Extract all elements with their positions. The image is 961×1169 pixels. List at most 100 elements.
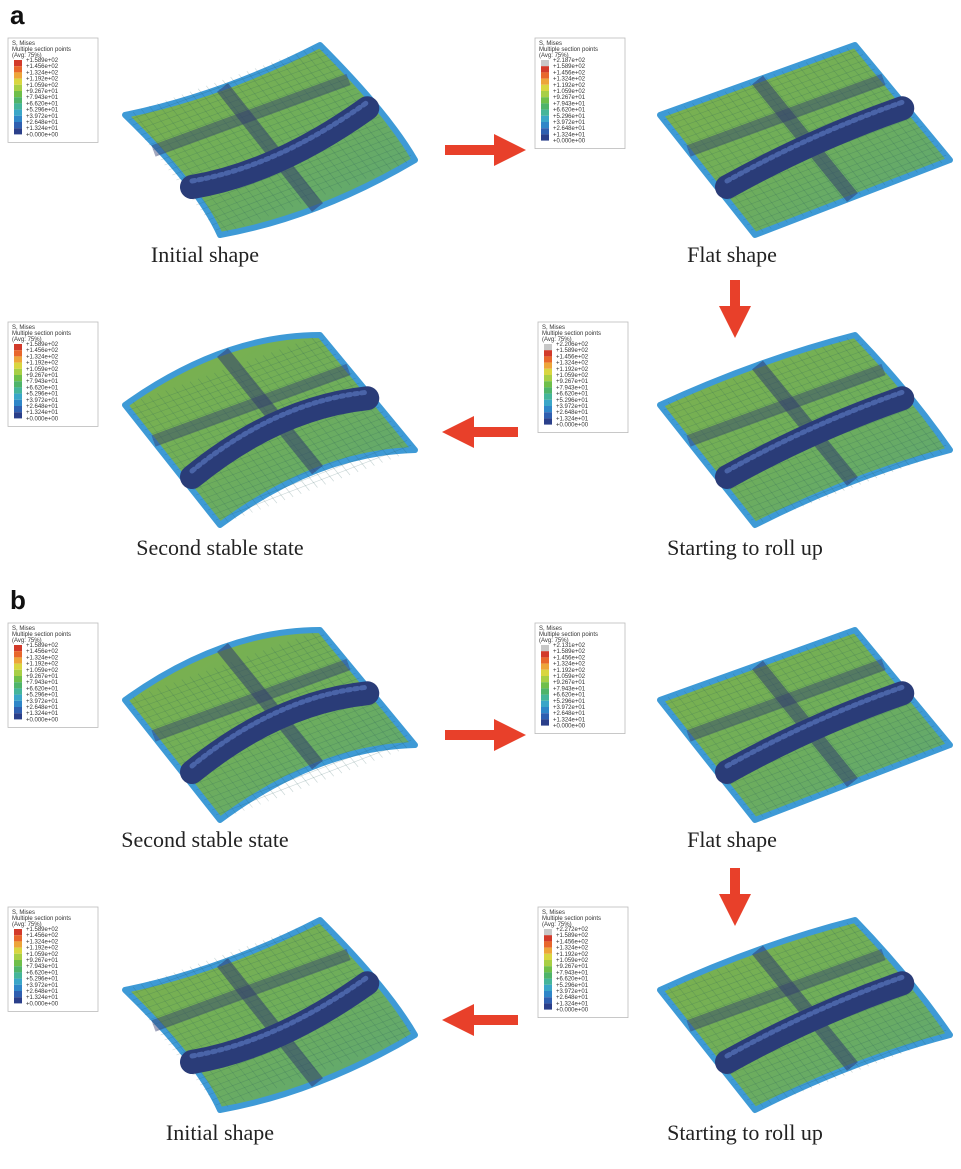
stress-legend: S, MisesMultiple section points(Avg: 75%… xyxy=(8,322,98,426)
legend-band xyxy=(541,79,549,85)
legend-value: +1.324e+02 xyxy=(26,354,59,360)
legend-value: +9.267e+01 xyxy=(556,379,589,385)
legend-value: +5.296e+01 xyxy=(26,693,59,699)
legend-band xyxy=(14,935,22,941)
legend-value: +0.000e+00 xyxy=(26,717,59,723)
legend-value: +1.589e+02 xyxy=(26,342,59,348)
fe-model xyxy=(660,335,950,525)
fe-model xyxy=(125,335,415,525)
legend-value: +1.059e+02 xyxy=(26,952,59,958)
legend-value: +1.456e+02 xyxy=(26,649,59,655)
legend-value: +5.296e+01 xyxy=(26,392,59,398)
legend-band xyxy=(14,412,22,418)
legend-value: +7.943e+01 xyxy=(556,970,589,976)
legend-value: +1.324e+01 xyxy=(26,410,59,416)
legend-value: +0.000e+00 xyxy=(556,1008,589,1014)
legend-band xyxy=(544,929,552,935)
fe-model xyxy=(125,630,415,820)
stress-legend: S, MisesMultiple section points(Avg: 75%… xyxy=(8,38,98,142)
legend-band xyxy=(14,701,22,707)
legend-value: +1.324e+01 xyxy=(553,132,586,138)
legend-value: +1.192e+02 xyxy=(26,361,59,367)
legend-band xyxy=(541,657,549,663)
step-caption: Second stable state xyxy=(136,535,303,560)
fe-model xyxy=(125,45,415,235)
legend-value: +1.324e+02 xyxy=(26,655,59,661)
step-caption: Initial shape xyxy=(151,242,259,267)
legend-band xyxy=(14,387,22,393)
legend-value: +5.296e+01 xyxy=(26,977,59,983)
legend-value: +1.324e+01 xyxy=(553,717,586,723)
legend-band xyxy=(541,682,549,688)
legend-band xyxy=(544,991,552,997)
stress-legend: S, MisesMultiple section points(Avg: 75%… xyxy=(535,38,625,149)
legend-value: +1.059e+02 xyxy=(26,83,59,89)
legend-band xyxy=(14,116,22,122)
legend-band xyxy=(544,375,552,381)
legend-band xyxy=(14,651,22,657)
legend-value: +9.267e+01 xyxy=(553,680,586,686)
legend-band xyxy=(14,985,22,991)
legend-value: +1.589e+02 xyxy=(553,649,586,655)
legend-value: +7.943e+01 xyxy=(26,379,59,385)
legend-band xyxy=(544,350,552,356)
legend-band xyxy=(14,381,22,387)
legend-band xyxy=(14,664,22,670)
legend-value: +1.324e+01 xyxy=(556,416,589,422)
legend-value: +6.620e+01 xyxy=(553,693,586,699)
legend-value: +3.972e+01 xyxy=(26,114,59,120)
legend-value: +1.589e+02 xyxy=(556,348,589,354)
legend-value: +7.943e+01 xyxy=(553,686,586,692)
legend-band xyxy=(541,122,549,128)
legend-value: +6.620e+01 xyxy=(26,970,59,976)
legend-band xyxy=(544,412,552,418)
stress-legend: S, MisesMultiple section points(Avg: 75%… xyxy=(8,907,98,1011)
legend-value: +1.456e+02 xyxy=(556,939,589,945)
legend-value: +6.620e+01 xyxy=(553,108,586,114)
legend-band xyxy=(544,394,552,400)
legend-value: +1.192e+02 xyxy=(556,952,589,958)
legend-band xyxy=(14,960,22,966)
legend-value: +1.589e+02 xyxy=(553,64,586,70)
legend-value: +1.059e+02 xyxy=(26,668,59,674)
legend-band xyxy=(14,707,22,713)
legend-value: +6.620e+01 xyxy=(26,686,59,692)
legend-band xyxy=(544,400,552,406)
legend-band xyxy=(544,960,552,966)
legend-value: +1.192e+02 xyxy=(26,77,59,83)
legend-band xyxy=(14,97,22,103)
legend-value: +1.456e+02 xyxy=(553,655,586,661)
legend-value: +3.972e+01 xyxy=(553,705,586,711)
legend-band xyxy=(14,966,22,972)
step-caption: Starting to roll up xyxy=(667,1120,823,1145)
legend-value: +1.324e+02 xyxy=(553,662,586,668)
legend-value: +1.456e+02 xyxy=(556,354,589,360)
fe-model xyxy=(660,45,950,235)
legend-value: +1.324e+01 xyxy=(26,995,59,1001)
legend-band xyxy=(544,979,552,985)
panel-label: b xyxy=(10,585,26,615)
legend-band xyxy=(14,110,22,116)
legend-value: +5.296e+01 xyxy=(553,114,586,120)
legend-band xyxy=(14,356,22,362)
legend-band xyxy=(544,369,552,375)
legend-band xyxy=(14,375,22,381)
panel-label: a xyxy=(10,0,25,30)
legend-band xyxy=(14,676,22,682)
legend-band xyxy=(14,350,22,356)
legend-band xyxy=(14,688,22,694)
legend-band xyxy=(14,122,22,128)
legend-value: +2.648e+01 xyxy=(26,989,59,995)
legend-band xyxy=(14,997,22,1003)
legend-value: +3.972e+01 xyxy=(553,120,586,126)
legend-value: +9.267e+01 xyxy=(26,958,59,964)
legend-band xyxy=(544,935,552,941)
legend-value: +7.943e+01 xyxy=(556,385,589,391)
legend-value: +0.000e+00 xyxy=(26,1001,59,1007)
legend-value: +1.456e+02 xyxy=(26,348,59,354)
legend-band xyxy=(14,682,22,688)
legend-band xyxy=(14,657,22,663)
legend-band xyxy=(14,363,22,369)
legend-band xyxy=(14,991,22,997)
legend-band xyxy=(14,79,22,85)
